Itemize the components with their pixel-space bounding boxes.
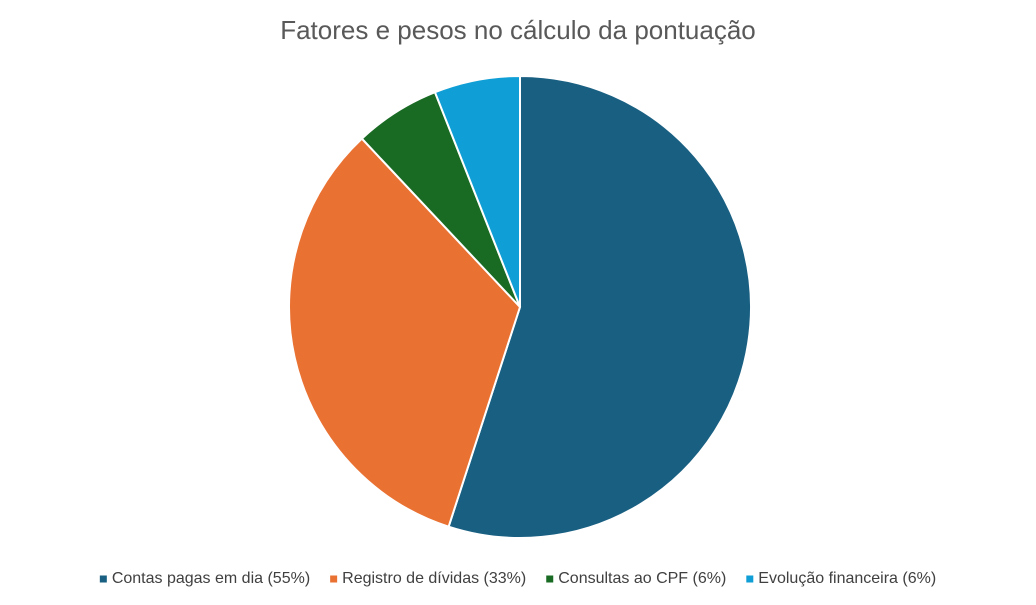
pie-slice — [433, 74, 521, 308]
chart-title: Fatores e pesos no cálculo da pontuação — [280, 15, 756, 45]
legend-swatch — [99, 575, 107, 583]
legend-label: Evolução financeira (6%) — [758, 570, 936, 587]
legend-label: Contas pagas em dia (55%) — [112, 570, 310, 587]
legend-label: Consultas ao CPF (6%) — [558, 570, 726, 587]
legend-swatch — [746, 575, 754, 583]
pie-slice — [447, 74, 752, 539]
legend-swatch — [546, 575, 554, 583]
pie-slice — [288, 137, 522, 528]
legend-swatch — [330, 575, 338, 583]
legend-label: Registro de dívidas (33%) — [342, 570, 526, 587]
